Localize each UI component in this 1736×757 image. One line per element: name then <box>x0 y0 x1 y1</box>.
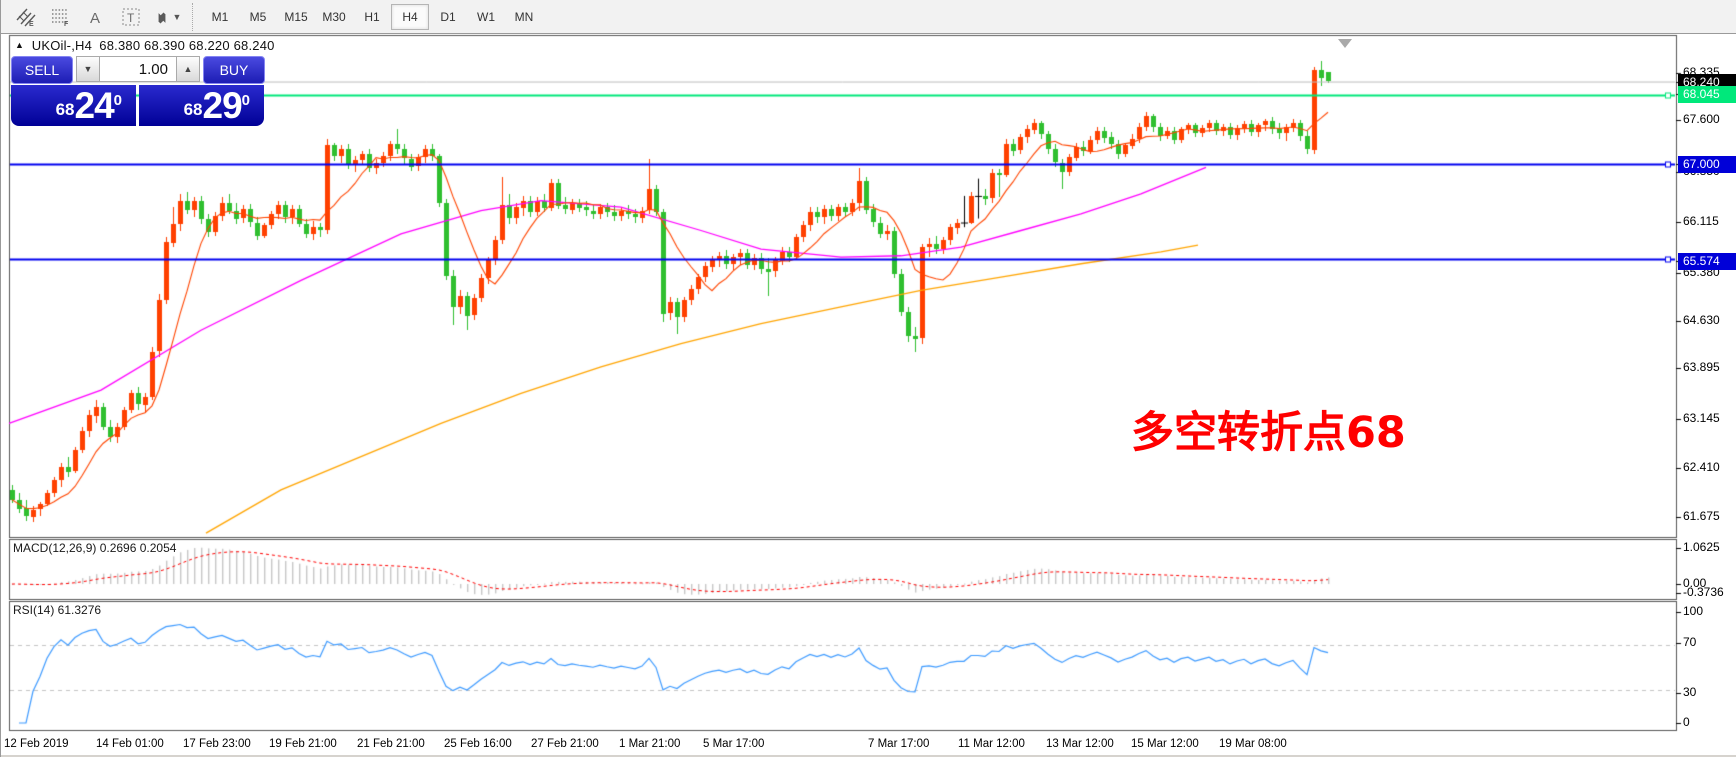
volume-decrease-button[interactable]: ▼ <box>76 56 100 82</box>
time-label: 17 Feb 23:00 <box>183 738 251 750</box>
buy-price-sup: 0 <box>241 92 250 109</box>
time-label: 1 Mar 21:00 <box>619 738 681 750</box>
price-tick: 64.630 <box>1683 313 1720 327</box>
time-label: 5 Mar 17:00 <box>703 738 765 750</box>
equidistant-channel-icon: E <box>16 8 36 27</box>
symbol-ohlc: 68.380 68.390 68.220 68.240 <box>99 38 275 53</box>
sell-price[interactable]: 68 24 0 <box>11 85 136 126</box>
price-tick: 0.00 <box>1683 576 1707 590</box>
price-tick: 67.600 <box>1683 112 1720 126</box>
price-tick: 70 <box>1683 635 1697 649</box>
price-tick: 66.115 <box>1683 214 1719 228</box>
collapse-triangle-icon: ▲ <box>15 40 25 50</box>
volume-increase-button[interactable]: ▲ <box>176 56 200 82</box>
text-label-icon: A <box>90 10 100 27</box>
sell-button[interactable]: SELL <box>11 56 73 84</box>
buy-price-main: 29 <box>202 85 243 126</box>
arrows-button[interactable]: ▼ <box>149 3 183 31</box>
buy-button[interactable]: BUY <box>203 56 265 84</box>
tf-button-mn[interactable]: MN <box>514 9 534 24</box>
tf-button-m5[interactable]: M5 <box>249 9 267 24</box>
buy-price[interactable]: 68 29 0 <box>139 85 264 126</box>
buy-price-prefix: 68 <box>183 100 203 119</box>
equidistant-channel-button[interactable]: E <box>9 3 43 31</box>
toolbar: E F A T ▼ <box>1 0 1736 34</box>
price-tick: 63.145 <box>1683 411 1720 425</box>
fibo-grid-icon: F <box>52 8 69 27</box>
svg-text:A: A <box>90 10 100 27</box>
price-tick: 0 <box>1683 715 1690 729</box>
symbol-name: UKOil-,H4 <box>31 38 93 53</box>
window-bottom-edge <box>1 755 1736 757</box>
rsi-label: RSI(14) 61.3276 <box>13 603 102 617</box>
time-label: 27 Feb 21:00 <box>531 738 599 750</box>
price-line-label: 67.000 <box>1678 155 1736 173</box>
chevron-down-icon: ▼ <box>172 11 182 22</box>
fibo-grid-button[interactable]: F <box>44 3 78 31</box>
price-line-label: 68.045 <box>1678 85 1736 103</box>
price-line-label: 65.574 <box>1678 252 1736 270</box>
time-label: 13 Mar 12:00 <box>1046 738 1114 750</box>
time-label: 11 Mar 12:00 <box>958 738 1025 750</box>
price-tick: 100 <box>1683 604 1704 618</box>
macd-label: MACD(12,26,9) 0.2696 0.2054 <box>13 541 177 555</box>
chart-title: ▲ UKOil-,H4 68.380 68.390 68.220 68.240 <box>15 38 275 53</box>
price-tick: 61.675 <box>1683 509 1720 523</box>
price-tick: -0.3736 <box>1683 585 1724 599</box>
text-tool-icon: T <box>122 8 140 25</box>
time-label: 25 Feb 16:00 <box>444 738 512 750</box>
volume-input[interactable] <box>100 56 176 82</box>
svg-text:E: E <box>29 21 34 27</box>
annotation-text: 多空转折点68 <box>1131 408 1406 458</box>
tf-button-m30[interactable]: M30 <box>322 9 346 24</box>
arrows-icon <box>157 11 166 24</box>
tf-button-w1[interactable]: W1 <box>477 9 495 24</box>
time-label: 21 Feb 21:00 <box>357 738 425 750</box>
svg-text:T: T <box>127 11 135 25</box>
time-label: 19 Mar 08:00 <box>1219 738 1287 750</box>
tf-button-m1[interactable]: M1 <box>211 9 229 24</box>
tf-button-h4[interactable]: H4 <box>391 3 429 30</box>
price-tick: 30 <box>1683 685 1697 699</box>
time-label: 7 Mar 17:00 <box>868 738 930 750</box>
time-label: 12 Feb 2019 <box>4 738 69 750</box>
timeframe-group: M1 M5 M15 M30 H1 H4 D1 W1 MN <box>192 2 543 31</box>
time-label: 14 Feb 01:00 <box>96 738 164 750</box>
tf-button-h1[interactable]: H1 <box>364 9 380 24</box>
sell-price-prefix: 68 <box>55 100 75 119</box>
chart-shift-marker[interactable] <box>1338 39 1352 48</box>
svg-text:F: F <box>64 21 69 27</box>
time-label: 15 Mar 12:00 <box>1131 738 1199 750</box>
price-tick: 1.0625 <box>1683 540 1720 554</box>
sell-price-sup: 0 <box>113 92 122 109</box>
text-tool-button[interactable]: T <box>114 3 148 31</box>
sell-price-main: 24 <box>74 85 115 126</box>
price-tick: 63.895 <box>1683 360 1720 374</box>
tf-button-m15[interactable]: M15 <box>284 9 308 24</box>
price-tick: 62.410 <box>1683 460 1720 474</box>
text-label-button[interactable]: A <box>79 3 113 31</box>
time-label: 19 Feb 21:00 <box>269 738 337 750</box>
tf-button-d1[interactable]: D1 <box>440 9 456 24</box>
